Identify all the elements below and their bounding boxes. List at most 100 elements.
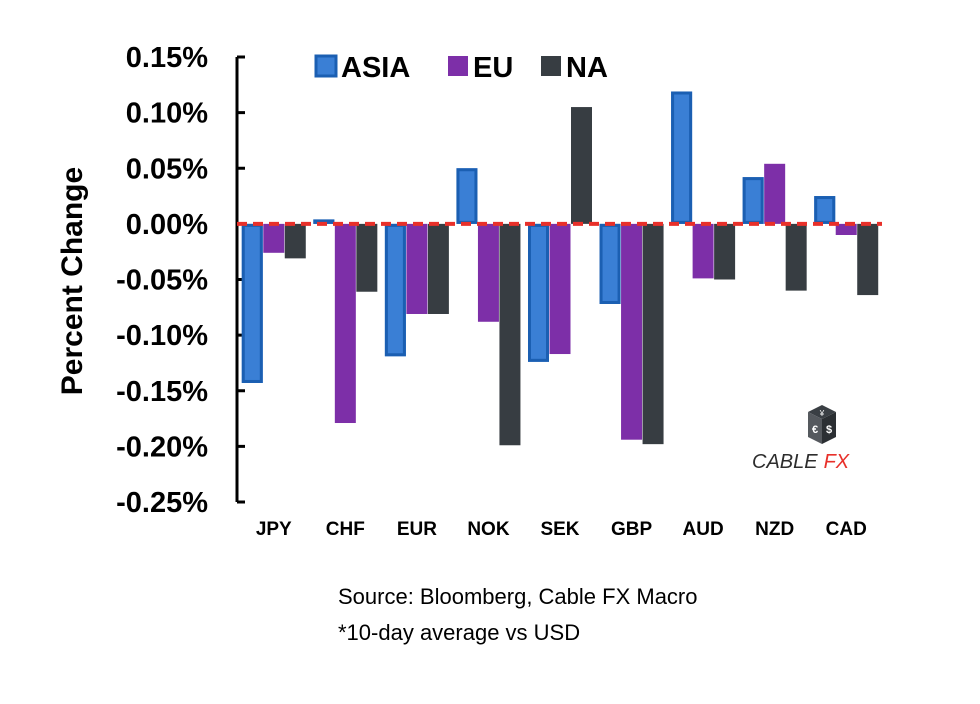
bar-asia-nzd xyxy=(742,177,764,224)
bar-eu-chf xyxy=(334,223,356,424)
bar-fill xyxy=(785,223,807,291)
bar-border xyxy=(528,223,549,362)
bar-asia-eur xyxy=(384,223,406,357)
bar-fill xyxy=(599,223,621,304)
cable-fx-logo: ¥ € $ CABLE FX xyxy=(752,405,850,473)
bar-fill xyxy=(427,223,449,314)
category-label: NOK xyxy=(467,519,510,540)
bar-fill xyxy=(742,177,764,224)
bar-na-aud xyxy=(714,223,736,280)
bar-fill xyxy=(241,223,263,383)
bar-asia-aud xyxy=(671,91,693,224)
bar-fill xyxy=(814,196,836,224)
category-label: JPY xyxy=(256,519,292,540)
bar-fill xyxy=(549,223,571,355)
y-tick-label: 0.15% xyxy=(126,42,208,74)
bar-eu-jpy xyxy=(263,223,285,253)
bar-fill xyxy=(671,91,693,224)
legend-item-eu: EU xyxy=(448,52,513,84)
brand-wordmark: CABLE FX xyxy=(752,451,850,473)
bar-asia-nok xyxy=(456,168,478,224)
category-label: AUD xyxy=(683,519,724,540)
category-labels: JPY CHF EUR NOK SEK GBP AUD NZD CAD xyxy=(256,519,867,540)
category-label: NZD xyxy=(755,519,794,540)
y-tick-label: -0.20% xyxy=(116,431,208,463)
bar-asia-cad xyxy=(814,196,836,224)
legend-label: EU xyxy=(473,52,513,84)
y-tick-label: -0.25% xyxy=(116,487,208,519)
y-tick-label: 0.10% xyxy=(126,98,208,130)
category-label: CAD xyxy=(826,519,867,540)
category-label: CHF xyxy=(326,519,365,540)
bars xyxy=(241,91,879,446)
bar-eu-nzd xyxy=(764,163,786,224)
bar-na-chf xyxy=(356,223,378,292)
y-tick-label: 0.00% xyxy=(126,209,208,241)
y-tick-label: -0.10% xyxy=(116,320,208,352)
bar-fill xyxy=(406,223,428,314)
y-tick-label: 0.05% xyxy=(126,153,208,185)
bar-border xyxy=(241,223,263,383)
bar-fill xyxy=(356,223,378,292)
bar-fill xyxy=(456,168,478,224)
legend-swatch xyxy=(314,54,338,78)
y-tick-labels: 0.15% 0.10% 0.05% 0.00% -0.05% -0.10% -0.15% -0… xyxy=(116,42,208,519)
bar-asia-jpy xyxy=(241,223,263,383)
legend-item-na: NA xyxy=(541,52,608,84)
bar-eu-aud xyxy=(692,223,714,279)
legend-swatch xyxy=(541,56,561,76)
bar-border xyxy=(384,223,406,357)
category-label: SEK xyxy=(540,519,579,540)
bar-fill xyxy=(692,223,714,279)
bar-eu-sek xyxy=(549,223,571,355)
bar-fill xyxy=(764,163,786,224)
bar-fill xyxy=(384,223,406,357)
bar-border xyxy=(671,91,693,224)
bar-fill xyxy=(571,107,592,224)
bar-fill xyxy=(477,223,499,322)
legend-swatch xyxy=(448,56,468,76)
bar-fill xyxy=(499,223,521,446)
bar-border xyxy=(814,196,836,224)
bar-na-nzd xyxy=(785,223,807,291)
bar-na-eur xyxy=(427,223,449,314)
bar-fill xyxy=(284,223,306,259)
cube-symbol-2: € xyxy=(812,424,818,436)
bar-fill xyxy=(263,223,285,253)
bar-asia-gbp xyxy=(599,223,621,304)
brand-name-part2: FX xyxy=(824,451,850,473)
dice-cube-icon: ¥ € $ xyxy=(808,405,836,444)
bar-eu-nok xyxy=(477,223,499,322)
source-note: Source: Bloomberg, Cable FX Macro xyxy=(338,584,698,609)
legend: ASIA EU NA xyxy=(314,52,608,84)
cube-symbol-3: $ xyxy=(826,424,832,436)
bar-fill xyxy=(642,223,664,445)
category-label: EUR xyxy=(397,519,437,540)
y-axis-label: Percent Change xyxy=(56,167,89,395)
bar-na-cad xyxy=(857,223,879,296)
legend-label: NA xyxy=(566,52,608,84)
bar-asia-sek xyxy=(528,223,549,362)
bar-na-gbp xyxy=(642,223,664,445)
bar-fill xyxy=(334,223,356,424)
category-label: GBP xyxy=(611,519,653,540)
bar-fill xyxy=(714,223,736,280)
bar-fill xyxy=(528,223,549,362)
y-tick-label: -0.15% xyxy=(116,376,208,408)
bar-fill xyxy=(857,223,879,296)
legend-label: ASIA xyxy=(341,52,410,84)
legend-item-asia: ASIA xyxy=(314,52,410,84)
bar-fill xyxy=(621,223,643,440)
brand-name-part1: CABLE xyxy=(752,451,818,473)
bar-eu-cad xyxy=(835,223,857,235)
cube-symbol-1: ¥ xyxy=(819,409,825,418)
y-tick-label: -0.05% xyxy=(116,265,208,297)
bar-na-jpy xyxy=(284,223,306,259)
bar-fill xyxy=(835,223,857,235)
bar-eu-eur xyxy=(406,223,428,314)
bar-na-sek xyxy=(571,107,592,224)
average-note: *10-day average vs USD xyxy=(338,620,581,645)
bar-eu-gbp xyxy=(621,223,643,440)
bar-na-nok xyxy=(499,223,521,446)
